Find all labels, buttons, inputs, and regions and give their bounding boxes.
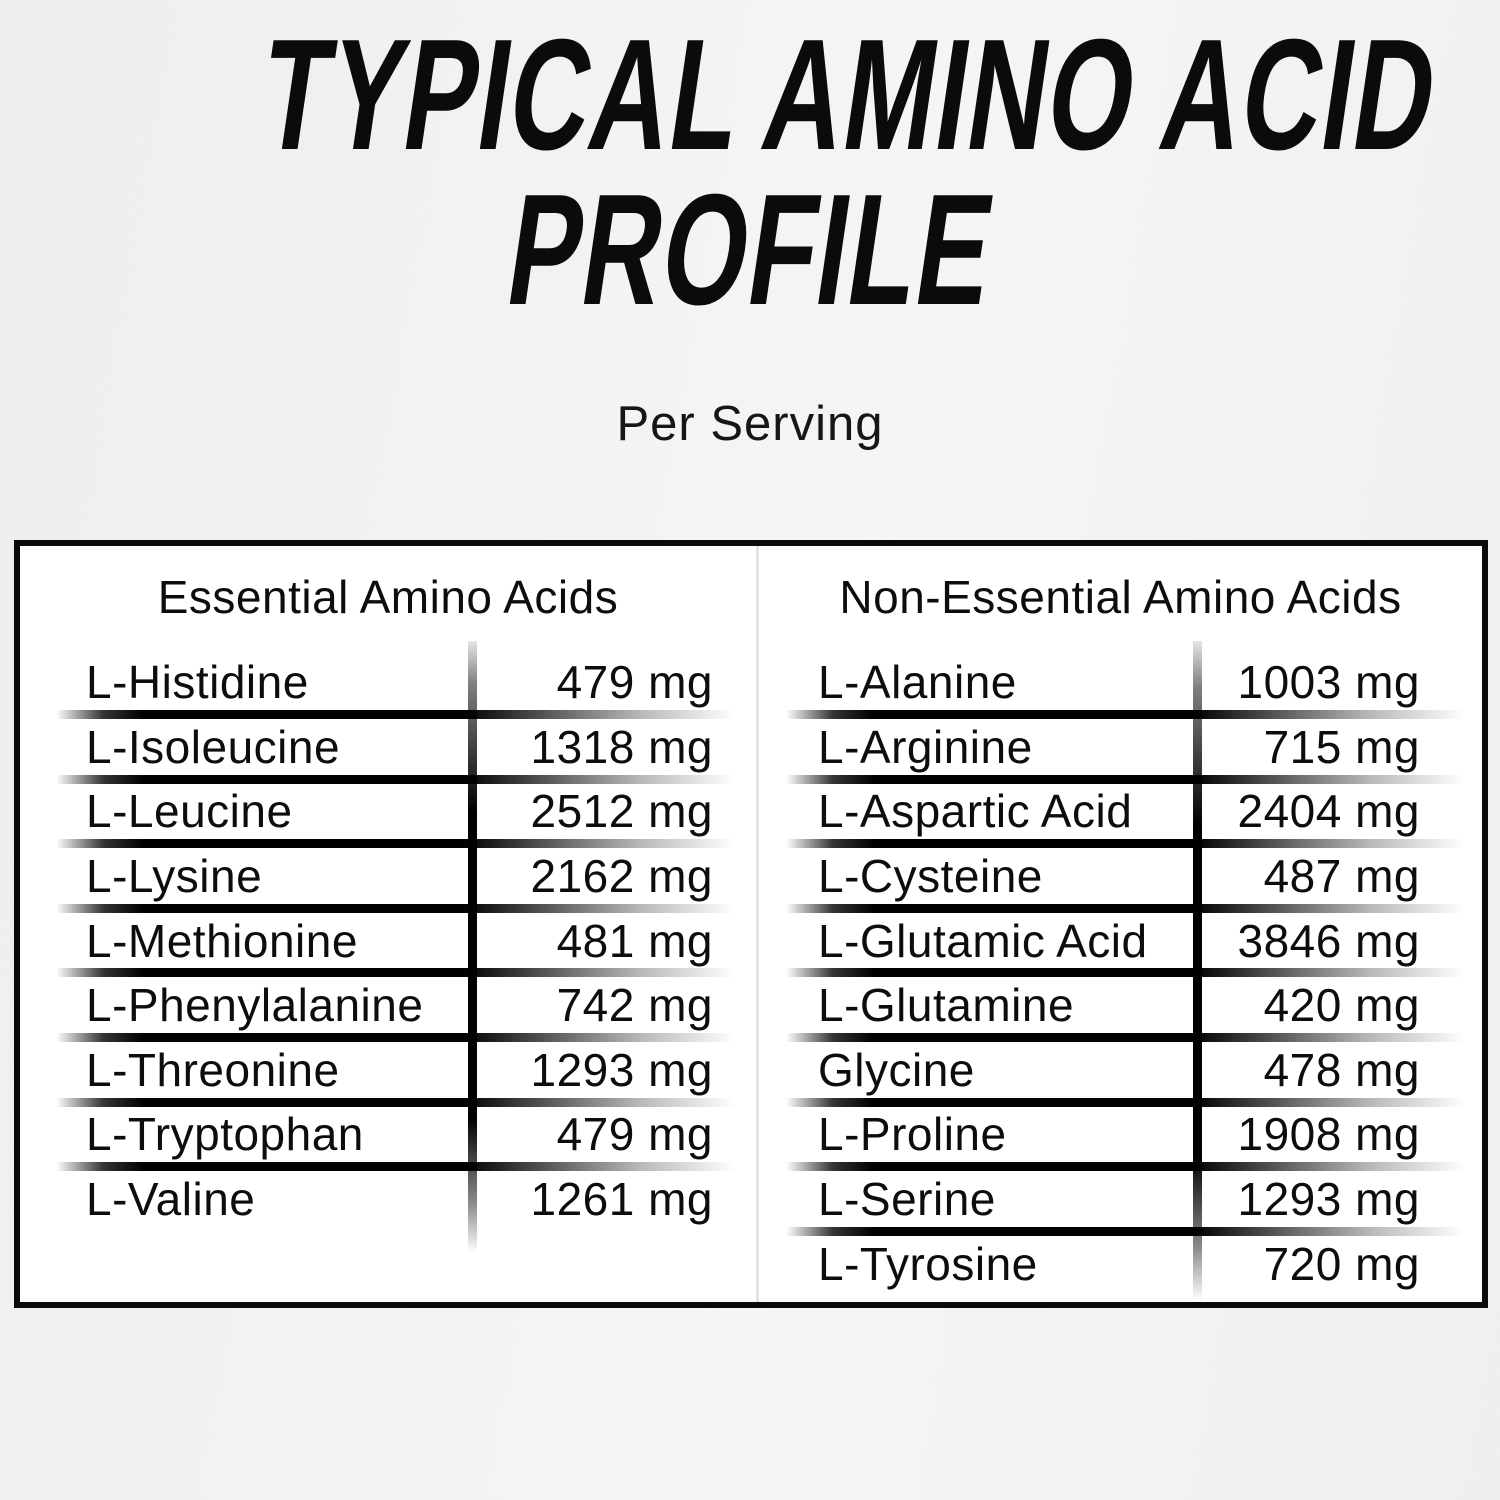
amino-row: Glycine 478 mg: [786, 1038, 1465, 1107]
amino-value: 3846 mg: [1237, 914, 1420, 967]
amino-value: 420 mg: [1263, 979, 1420, 1032]
page-title-line-2-text: PROFILE: [497, 162, 1006, 338]
page-title-line-2: PROFILE: [0, 162, 1500, 338]
amino-name: L-Lysine: [86, 850, 263, 903]
amino-value: 1293 mg: [530, 1043, 713, 1096]
amino-name: L-Tryptophan: [86, 1108, 364, 1161]
non-essential-column: Non-Essential Amino Acids L-Alanine 1003 …: [759, 546, 1482, 1302]
amino-row: L-Histidine 479 mg: [56, 650, 735, 719]
amino-row: L-Proline 1908 mg: [786, 1102, 1465, 1171]
amino-name: L-Glutamic Acid: [818, 914, 1148, 967]
amino-value: 2162 mg: [530, 850, 713, 903]
amino-row: L-Arginine 715 mg: [786, 715, 1465, 784]
amino-row: L-Serine 1293 mg: [786, 1167, 1465, 1236]
amino-value: 715 mg: [1263, 720, 1420, 773]
non-essential-rows: L-Alanine 1003 mg L-Arginine 715 mg L-Aspart…: [759, 650, 1482, 1296]
amino-value: 1293 mg: [1237, 1173, 1420, 1226]
table-middle-separator: [756, 546, 759, 1302]
amino-name: L-Isoleucine: [86, 720, 341, 773]
amino-name: L-Methionine: [86, 914, 358, 967]
amino-name: L-Leucine: [86, 785, 293, 838]
essential-column-divider: [468, 641, 477, 1253]
amino-name: L-Alanine: [818, 656, 1017, 709]
amino-value: 2404 mg: [1237, 785, 1420, 838]
amino-name: L-Histidine: [86, 656, 309, 709]
amino-value: 478 mg: [1263, 1043, 1420, 1096]
amino-name: L-Threonine: [86, 1043, 340, 1096]
amino-name: L-Tyrosine: [818, 1237, 1038, 1290]
amino-row: L-Isoleucine 1318 mg: [56, 715, 735, 784]
amino-name: L-Phenylalanine: [86, 979, 424, 1032]
amino-row: L-Methionine 481 mg: [56, 908, 735, 978]
amino-name: L-Cysteine: [818, 850, 1043, 903]
amino-value: 1318 mg: [530, 720, 713, 773]
amino-value: 479 mg: [556, 656, 713, 709]
amino-value: 481 mg: [556, 914, 713, 967]
amino-row: L-Alanine 1003 mg: [786, 650, 1465, 719]
amino-value: 1908 mg: [1237, 1108, 1420, 1161]
amino-row: L-Phenylalanine 742 mg: [56, 973, 735, 1042]
amino-name: L-Valine: [86, 1173, 256, 1226]
essential-rows: L-Histidine 479 mg L-Isoleucine 1318 mg L-Le…: [20, 650, 756, 1231]
essential-column: Essential Amino Acids L-Histidine 479 mg L…: [20, 546, 756, 1302]
amino-row: L-Leucine 2512 mg: [56, 779, 735, 848]
amino-row: L-Glutamic Acid 3846 mg: [786, 908, 1465, 978]
essential-header: Essential Amino Acids: [157, 571, 619, 623]
amino-row: L-Cysteine 487 mg: [786, 844, 1465, 913]
amino-row: L-Aspartic Acid 2404 mg: [786, 779, 1465, 848]
amino-name: L-Serine: [818, 1173, 996, 1226]
amino-row: L-Threonine 1293 mg: [56, 1038, 735, 1107]
amino-acid-table: Essential Amino Acids L-Histidine 479 mg L…: [14, 540, 1488, 1308]
amino-value: 2512 mg: [530, 785, 713, 838]
page-title-line-1: TYPICAL AMINO ACID: [0, 7, 1500, 183]
amino-value: 1261 mg: [530, 1173, 713, 1226]
amino-row: L-Tryptophan 479 mg: [56, 1102, 735, 1171]
amino-value: 720 mg: [1263, 1237, 1420, 1290]
amino-row: L-Valine 1261 mg: [86, 1167, 713, 1232]
amino-row: L-Lysine 2162 mg: [56, 844, 735, 913]
amino-name: L-Arginine: [818, 720, 1033, 773]
amino-name: L-Proline: [818, 1108, 1007, 1161]
amino-row: L-Glutamine 420 mg: [786, 973, 1465, 1042]
per-serving-label: Per Serving: [616, 397, 884, 451]
amino-name: L-Glutamine: [818, 979, 1075, 1032]
amino-row: L-Tyrosine 720 mg: [818, 1231, 1420, 1296]
page-title-line-1-text: TYPICAL AMINO ACID: [251, 7, 1449, 183]
amino-value: 479 mg: [556, 1108, 713, 1161]
non-essential-header: Non-Essential Amino Acids: [839, 571, 1402, 623]
amino-value: 742 mg: [556, 979, 713, 1032]
amino-value: 1003 mg: [1237, 656, 1420, 709]
amino-name: L-Aspartic Acid: [818, 785, 1133, 838]
amino-value: 487 mg: [1263, 850, 1420, 903]
amino-name: Glycine: [818, 1043, 975, 1096]
